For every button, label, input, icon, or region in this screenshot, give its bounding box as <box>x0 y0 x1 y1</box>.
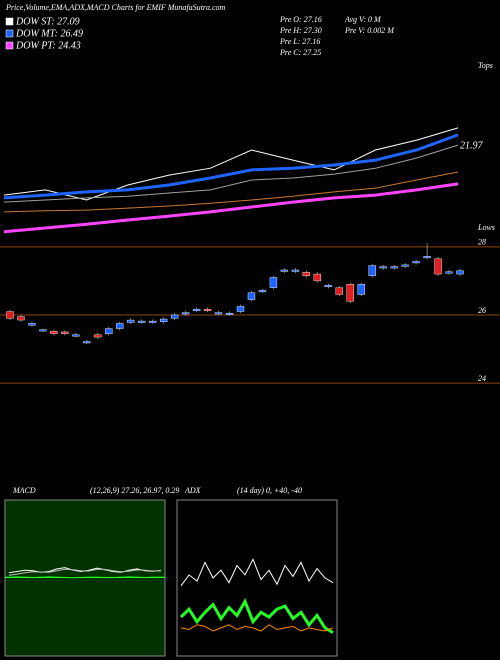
histogram-bar <box>5 576 13 578</box>
candle-body <box>61 331 69 334</box>
candle-body <box>6 311 14 319</box>
histogram-bar <box>53 576 61 578</box>
candle-body <box>313 273 322 282</box>
histogram-bar <box>93 576 101 578</box>
candle-body <box>127 319 135 323</box>
candle-body <box>368 265 376 276</box>
candle-body <box>28 323 36 326</box>
line-series <box>179 597 334 634</box>
lows-label: Lows <box>477 223 495 232</box>
candle-body <box>148 320 157 323</box>
histogram-bar <box>13 576 21 578</box>
candle-body <box>324 285 332 288</box>
candle-body <box>17 316 25 321</box>
candle-body <box>94 334 102 338</box>
candle-body <box>346 284 354 302</box>
line-series <box>8 568 162 576</box>
candle-body <box>412 261 420 264</box>
line-series <box>3 144 459 203</box>
legend-label: DOW PT: 24.43 <box>15 40 81 51</box>
legend-label: DOW MT: 26.49 <box>15 28 83 39</box>
info-text: Avg V: 0 M <box>344 15 382 24</box>
line-series <box>3 133 459 200</box>
info-text: Pre V: 0.002 M <box>344 26 395 35</box>
info-text: Pre C: 27.25 <box>279 48 321 57</box>
candle-body <box>83 341 91 344</box>
candle-body <box>192 308 201 311</box>
line-series <box>3 127 459 201</box>
candle-body <box>379 266 387 269</box>
histogram-bar <box>77 576 85 578</box>
histogram-bar <box>141 576 149 578</box>
histogram-bar <box>45 576 53 578</box>
candle-body <box>214 312 223 315</box>
line-series <box>3 182 459 234</box>
candle-body <box>269 277 278 288</box>
y-tick-label: 24 <box>478 374 486 383</box>
histogram-bar <box>69 577 77 579</box>
histogram-bar <box>133 576 141 578</box>
candle-body <box>434 258 442 275</box>
candle-body <box>335 287 343 295</box>
candle-body <box>456 270 464 275</box>
candle-body <box>138 320 146 323</box>
candle-body <box>50 331 58 334</box>
legend-swatch <box>5 17 14 26</box>
candle-body <box>39 329 47 332</box>
candle-body <box>159 318 168 322</box>
panel-subtitle: (14 day) 0, +40, -40 <box>237 486 302 495</box>
candle-body <box>390 266 398 269</box>
candle-body <box>181 312 190 315</box>
y-tick-label: 28 <box>478 238 486 247</box>
histogram-bar <box>85 576 93 578</box>
histogram-bar <box>21 576 29 578</box>
candle-body <box>258 290 267 293</box>
line-series <box>180 558 334 587</box>
annotation: 21.97 <box>460 140 484 151</box>
histogram-bar <box>125 576 133 578</box>
candle-body <box>236 306 245 312</box>
candle-body <box>357 284 365 295</box>
line-series <box>180 624 334 632</box>
histogram-bar <box>101 576 109 578</box>
candle-body <box>105 328 113 334</box>
candle-body <box>203 308 212 311</box>
info-text: Pre O: 27.16 <box>279 15 322 24</box>
candle-body <box>291 269 300 272</box>
candle-body <box>225 313 234 315</box>
tops-label: Tops <box>478 61 493 70</box>
panel-title: MACD <box>12 486 36 495</box>
panel-subtitle: (12,26,9) 27.26, 26.97, 0.29 <box>90 486 179 495</box>
info-text: Pre H: 27.30 <box>279 26 322 35</box>
legend-label: DOW ST: 27.09 <box>15 16 80 27</box>
panel-title: ADX <box>184 486 202 495</box>
candle-body <box>445 271 453 274</box>
candle-body <box>280 269 289 272</box>
candle-body <box>247 292 256 300</box>
candle-body <box>401 264 409 267</box>
info-text: Pre L: 27.16 <box>279 37 320 46</box>
histogram-bar <box>149 576 157 578</box>
chart-title: Price,Volume,EMA,ADX,MACD Charts for EMI… <box>5 3 226 12</box>
candle-body <box>170 314 179 319</box>
histogram-bar <box>37 576 45 578</box>
histogram-bar <box>117 576 125 578</box>
histogram-bar <box>61 576 69 578</box>
histogram-bar <box>109 576 117 578</box>
panel-background <box>176 499 338 657</box>
candle-body <box>72 334 80 337</box>
candle-body <box>302 272 311 276</box>
y-tick-label: 26 <box>478 306 486 315</box>
histogram-bar <box>157 576 165 578</box>
legend-swatch <box>5 41 14 50</box>
histogram-bar <box>29 576 37 578</box>
candle-body <box>116 323 124 329</box>
candle-body <box>423 256 431 259</box>
line-series <box>3 171 459 213</box>
legend-swatch <box>5 29 14 38</box>
